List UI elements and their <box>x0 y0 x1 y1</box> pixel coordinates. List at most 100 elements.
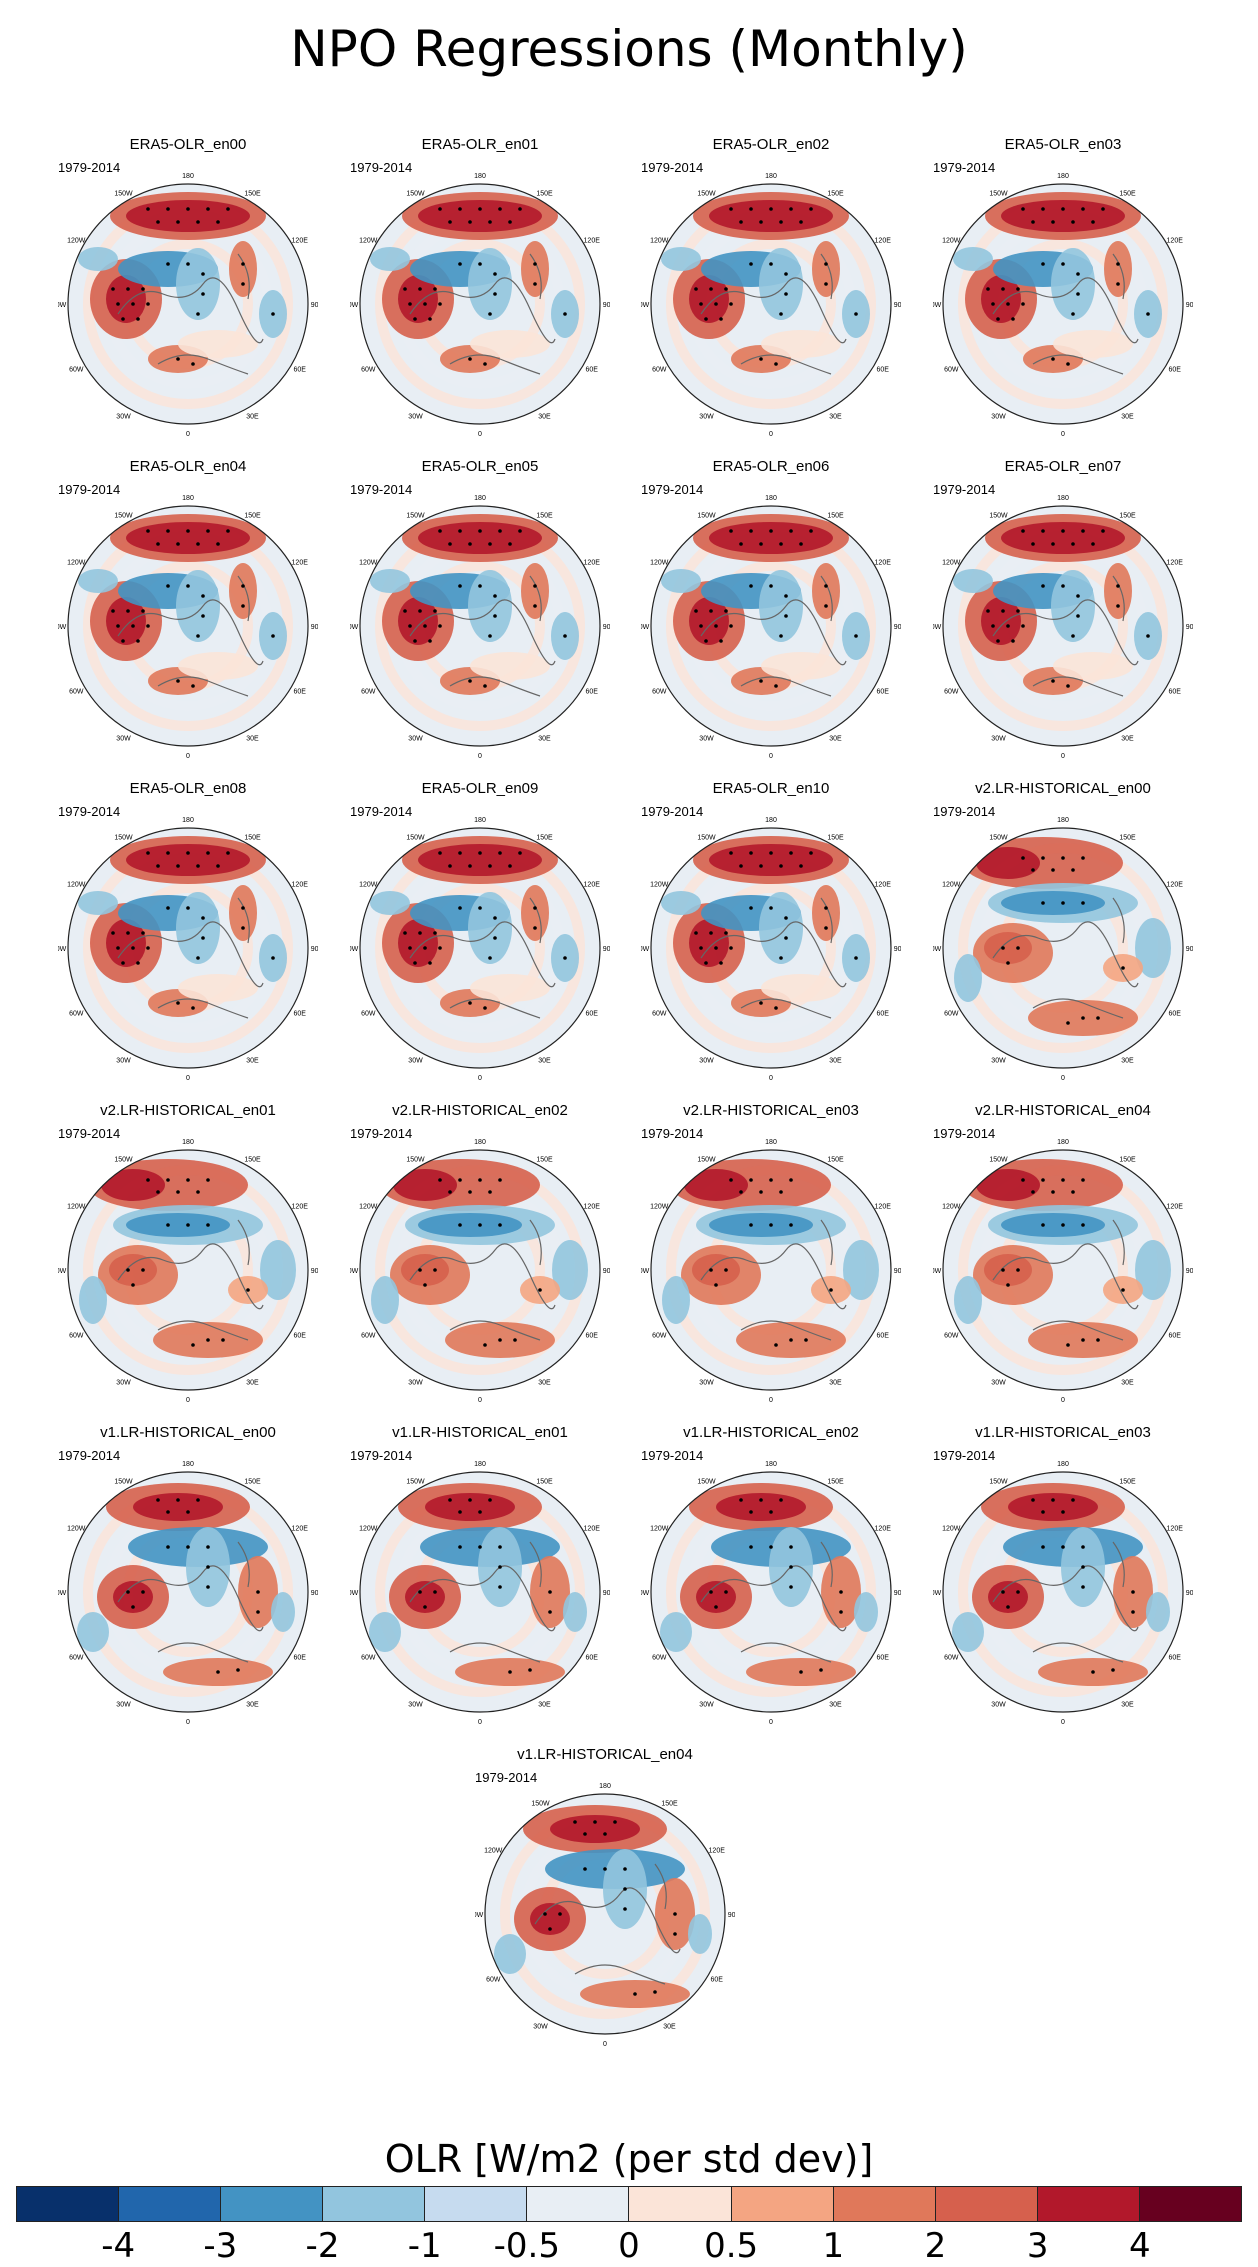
significance-dot <box>206 1585 210 1589</box>
map-border <box>650 505 892 747</box>
significance-dot <box>1021 529 1025 533</box>
polar-map: 180 150E 120E 90E 60E 30E 0 30W 60W 90W 120W 150W <box>933 495 1193 760</box>
colorbar-box <box>119 2187 222 2221</box>
longitude-label: 60W <box>944 689 959 696</box>
panel-title: v2.LR-HISTORICAL_en01 <box>100 1102 276 1119</box>
significance-dot <box>146 302 150 306</box>
significance-dot <box>1076 292 1080 296</box>
significance-dot <box>1031 868 1035 872</box>
anomaly-region <box>709 1213 813 1237</box>
significance-dot <box>166 1545 170 1549</box>
anomaly-region <box>418 200 542 232</box>
significance-dot <box>1051 1190 1055 1194</box>
significance-dot <box>403 609 407 613</box>
significance-dot <box>166 529 170 533</box>
significance-dot <box>1021 1178 1025 1182</box>
longitude-label: 150E <box>244 1156 261 1163</box>
significance-dot <box>146 207 150 211</box>
coastline <box>992 1219 1139 1341</box>
significance-dot <box>774 1006 778 1010</box>
anomaly-region <box>370 891 410 915</box>
longitude-label: 0 <box>1061 431 1065 438</box>
significance-dot <box>438 529 442 533</box>
significance-dot <box>413 317 417 321</box>
significance-dot <box>201 272 205 276</box>
significance-dot <box>1001 609 1005 613</box>
significance-dot <box>1006 624 1010 628</box>
longitude-label: 180 <box>182 817 194 824</box>
significance-dot <box>759 1498 763 1502</box>
anomaly-region <box>1001 891 1105 915</box>
longitude-label: 90W <box>933 946 942 953</box>
longitude-label: 90E <box>603 624 610 631</box>
significance-dot <box>468 679 472 683</box>
longitude-label: 0 <box>769 1719 773 1726</box>
significance-dot <box>1051 868 1055 872</box>
longitude-label: 180 <box>765 173 777 180</box>
anomaly-region <box>812 885 840 941</box>
significance-dot <box>478 1223 482 1227</box>
colorbar <box>16 2186 1242 2222</box>
map-panel: v1.LR-HISTORICAL_en01 1979-2014 180 150E 120… <box>350 1424 610 1726</box>
longitude-label: 30E <box>246 1702 259 1709</box>
longitude-label: 0 <box>1061 1397 1065 1404</box>
significance-dot <box>206 1545 210 1549</box>
longitude-label: 30E <box>538 736 551 743</box>
significance-dot <box>111 287 115 291</box>
significance-dot <box>176 542 180 546</box>
anomaly-region <box>552 1240 588 1300</box>
colorbar-box <box>425 2187 528 2221</box>
significance-dot <box>438 207 442 211</box>
anomaly-region <box>370 569 410 593</box>
significance-dot <box>749 262 753 266</box>
significance-dot <box>216 1670 220 1674</box>
significance-dot <box>749 1223 753 1227</box>
longitude-label: 0 <box>186 753 190 760</box>
anomaly-region <box>133 1493 223 1521</box>
significance-dot <box>1146 312 1150 316</box>
longitude-label: 120W <box>942 1204 961 1211</box>
map-panel: ERA5-OLR_en05 1979-2014 180 150E 120E 90E 60E 3… <box>350 458 610 760</box>
significance-dot <box>201 292 205 296</box>
anomaly-region <box>398 275 438 323</box>
longitude-label: 60W <box>361 689 376 696</box>
coastline <box>117 1541 264 1663</box>
significance-dot <box>176 1001 180 1005</box>
significance-dot <box>468 542 472 546</box>
longitude-label: 150W <box>114 1156 133 1163</box>
longitude-label: 60E <box>1168 1333 1181 1340</box>
significance-dot <box>729 1178 733 1182</box>
significance-dot <box>699 624 703 628</box>
significance-dot <box>1066 684 1070 688</box>
longitude-label: 120W <box>359 1204 378 1211</box>
significance-dot <box>784 272 788 276</box>
significance-dot <box>1101 207 1105 211</box>
longitude-label: 30W <box>116 736 131 743</box>
longitude-label: 150W <box>697 190 716 197</box>
longitude-label: 120W <box>67 882 86 889</box>
longitude-label: 90W <box>350 946 359 953</box>
significance-dot <box>418 1268 422 1272</box>
significance-dot <box>236 1668 240 1672</box>
longitude-label: 90W <box>350 1268 359 1275</box>
longitude-label: 30W <box>699 1380 714 1387</box>
significance-dot <box>1041 584 1045 588</box>
significance-dot <box>1096 1016 1100 1020</box>
significance-dot <box>498 1223 502 1227</box>
significance-dot <box>789 851 793 855</box>
polar-map: 180 150E 120E 90E 60E 30E 0 30W 60W 90W 120W 150W <box>641 173 901 438</box>
panel-period-label: 1979-2014 <box>58 160 121 175</box>
anomaly-region <box>126 1213 230 1237</box>
longitude-label: 30W <box>533 2024 548 2031</box>
significance-dot <box>854 956 858 960</box>
anomaly-region <box>229 885 257 941</box>
significance-dot <box>774 684 778 688</box>
significance-dot <box>498 1565 502 1569</box>
significance-dot <box>216 220 220 224</box>
longitude-label: 30E <box>246 1058 259 1065</box>
significance-dot <box>1081 1223 1085 1227</box>
significance-dot <box>1071 220 1075 224</box>
longitude-label: 60E <box>710 1977 723 1984</box>
significance-dot <box>724 931 728 935</box>
longitude-label: 120E <box>584 882 601 889</box>
